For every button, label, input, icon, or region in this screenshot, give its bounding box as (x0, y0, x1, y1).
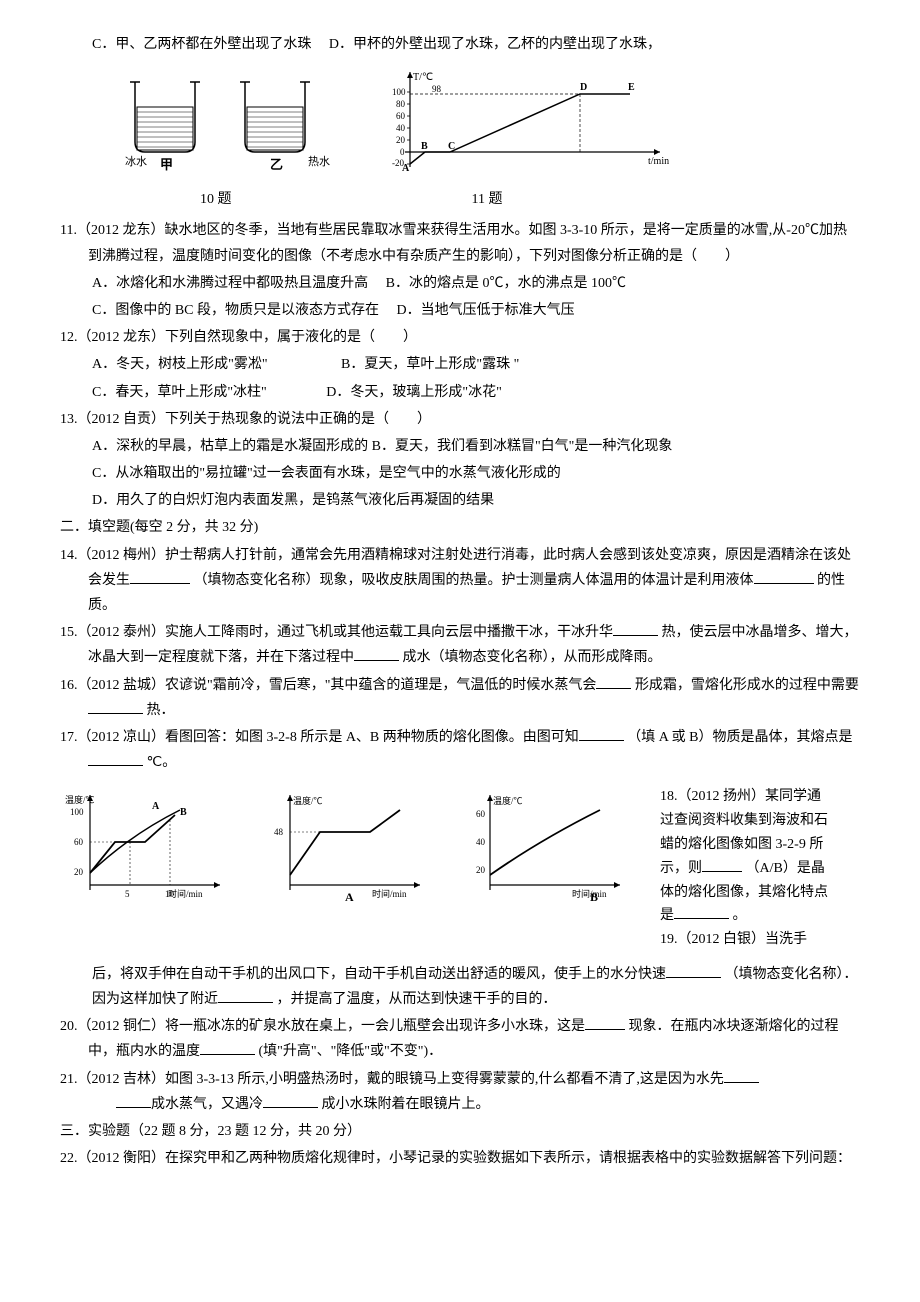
svg-text:B: B (590, 890, 598, 904)
svg-text:100: 100 (70, 807, 84, 817)
svg-text:A: A (152, 801, 160, 812)
svg-text:48: 48 (274, 827, 284, 837)
q21: 21.（2012 吉林）如图 3-3-13 所示,小明盛热汤时，戴的眼镜马上变得… (60, 1067, 860, 1117)
beakers-figure: 冰水 甲 热水 乙 (120, 67, 340, 177)
q15: 15.（2012 泰州）实施人工降雨时，通过飞机或其他运载工具向云层中播撒干冰，… (60, 620, 860, 670)
svg-text:A: A (402, 163, 410, 174)
svg-text:60: 60 (476, 809, 486, 819)
svg-text:80: 80 (396, 99, 406, 109)
svg-text:20: 20 (476, 865, 486, 875)
q13-ab: A．深秋的早晨，枯草上的霜是水凝固形成的 B．夏天，我们看到冰糕冒"白气"是一种… (60, 434, 860, 459)
svg-text:100: 100 (392, 87, 406, 97)
cap-10: 10 题 (200, 187, 232, 212)
svg-text:热水: 热水 (308, 155, 330, 168)
q11-chart: T/℃ t/min -20 0 20 40 60 80 100 98 A (380, 67, 680, 177)
q13-c: C．从冰箱取出的"易拉罐"过一会表面有水珠，是空气中的水蒸气液化形成的 (60, 461, 860, 486)
svg-text:冰水: 冰水 (125, 155, 147, 168)
q17: 17.（2012 凉山）看图回答：如图 3-2-8 所示是 A、B 两种物质的熔… (60, 725, 860, 775)
svg-text:C: C (448, 141, 455, 152)
svg-text:乙: 乙 (270, 157, 283, 172)
q16: 16.（2012 盐城）农谚说"霜前冷，雪后寒，"其中蕴含的道理是，气温低的时候… (60, 673, 860, 723)
q12-stem: 12.（2012 龙东）下列自然现象中，属于液化的是（ ） (60, 325, 860, 350)
q11-cd: C．图像中的 BC 段，物质只是以液态方式存在 D．当地气压低于标准大气压 (60, 298, 860, 323)
cap-11: 11 题 (472, 187, 503, 212)
q12-cd: C．春天，草叶上形成"冰柱" D．冬天，玻璃上形成"冰花" (60, 380, 860, 405)
svg-text:B: B (180, 807, 187, 818)
svg-text:20: 20 (74, 867, 84, 877)
q20: 20.（2012 铜仁）将一瓶冰冻的矿泉水放在桌上，一会儿瓶壁会出现许多小水珠，… (60, 1014, 860, 1064)
svg-text:温度/℃: 温度/℃ (293, 795, 323, 806)
svg-text:40: 40 (396, 123, 406, 133)
figure-captions: 10 题 11 题 (60, 187, 860, 212)
svg-text:40: 40 (476, 837, 486, 847)
svg-text:t/min: t/min (648, 156, 669, 167)
chart-a: 温度/℃ 时间/min 48 A (260, 785, 430, 905)
q14: 14.（2012 梅州）护士帮病人打针前，通常会先用酒精棉球对注射处进行消毒，此… (60, 543, 860, 619)
q12-ab: A．冬天，树枝上形成"雾凇" B．夏天，草叶上形成"露珠 " (60, 352, 860, 377)
svg-text:D: D (580, 82, 587, 93)
q10-opt-d: D．甲杯的外壁出现了水珠，乙杯的内壁出现了水珠， (329, 37, 661, 52)
q19-cont: 后，将双手伸在自动干手机的出风口下，自动干手机自动送出舒适的暖风，使手上的水分快… (60, 962, 860, 1012)
q10-opt-c: C．甲、乙两杯都在外壁出现了水珠 (92, 37, 311, 52)
svg-text:T/℃: T/℃ (413, 72, 433, 83)
chart-b: 温度/℃ 时间/min 20 40 60 B (460, 785, 630, 905)
section-3: 三．实验题（22 题 8 分，23 题 12 分，共 20 分） (60, 1119, 860, 1144)
svg-text:甲: 甲 (160, 157, 173, 172)
svg-text:B: B (421, 141, 428, 152)
q10-options: C．甲、乙两杯都在外壁出现了水珠 D．甲杯的外壁出现了水珠，乙杯的内壁出现了水珠… (60, 32, 860, 57)
q17-18-charts: 温度/℃ 时间/min 20 60 100 5 10 A B 温度/℃ (60, 785, 860, 952)
q22: 22.（2012 衡阳）在探究甲和乙两种物质熔化规律时，小琴记录的实验数据如下表… (60, 1146, 860, 1171)
svg-text:A: A (345, 890, 354, 904)
svg-text:10: 10 (165, 889, 175, 899)
q11-ab: A．冰熔化和水沸腾过程中都吸热且温度升高 B．冰的熔点是 0℃，水的沸点是 10… (60, 271, 860, 296)
q11-stem: 11.（2012 龙东）缺水地区的冬季，当地有些居民靠取冰雪来获得生活用水。如图… (60, 218, 860, 268)
svg-text:60: 60 (74, 837, 84, 847)
svg-text:0: 0 (400, 147, 405, 157)
chart-17: 温度/℃ 时间/min 20 60 100 5 10 A B (60, 785, 230, 905)
q13-stem: 13.（2012 自贡）下列关于热现象的说法中正确的是（ ） (60, 407, 860, 432)
section-2: 二．填空题(每空 2 分，共 32 分) (60, 515, 860, 540)
svg-text:5: 5 (125, 889, 130, 899)
svg-text:时间/min: 时间/min (372, 888, 407, 899)
q13-d: D．用久了的白炽灯泡内表面发黑，是钨蒸气液化后再凝固的结果 (60, 488, 860, 513)
svg-text:20: 20 (396, 135, 406, 145)
q18-19-side: 18.（2012 扬州）某同学通过查阅资料收集到海波和石蜡的熔化图像如图 3-2… (660, 785, 830, 952)
svg-text:温度/℃: 温度/℃ (65, 794, 95, 805)
svg-text:E: E (628, 82, 635, 93)
svg-text:60: 60 (396, 111, 406, 121)
svg-text:98: 98 (432, 84, 442, 94)
q10-11-figures: 冰水 甲 热水 乙 T/℃ t/min -20 (60, 67, 860, 177)
svg-text:温度/℃: 温度/℃ (493, 795, 523, 806)
